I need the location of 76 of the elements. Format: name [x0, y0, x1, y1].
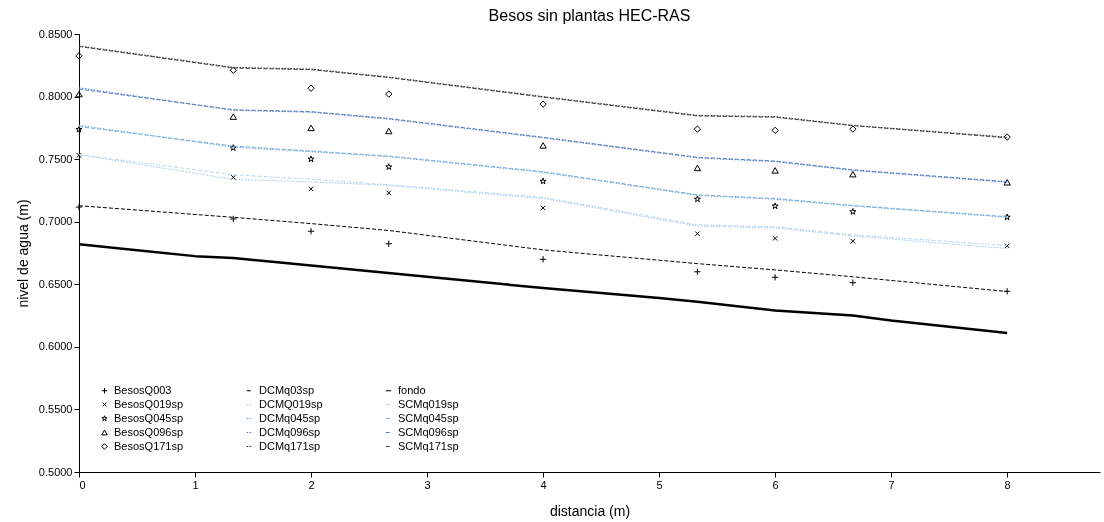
legend-label: DCMQ019sp: [259, 397, 323, 410]
point: [1003, 133, 1011, 141]
point: [75, 52, 83, 60]
point: [75, 90, 83, 98]
x-tick-label: 1: [192, 478, 199, 491]
point: [76, 152, 82, 159]
point: [75, 125, 83, 133]
legend-label: DCMq045sp: [259, 411, 321, 424]
x-tick-label: 4: [540, 478, 547, 491]
point: [693, 195, 701, 203]
legend-label: DCMq03sp: [259, 383, 315, 396]
legend-label: SCMq019sp: [398, 397, 459, 410]
y-tick-label: 0.8000: [38, 90, 73, 103]
x-tick-label: 2: [308, 478, 315, 491]
x-axis-title: distancia (m): [549, 502, 631, 519]
legend-label: SCMq045sp: [398, 411, 459, 424]
x-tick-label: 6: [772, 478, 779, 491]
point: [694, 231, 701, 237]
point: [539, 100, 547, 108]
point: [385, 163, 393, 170]
x-tick-label: 0: [79, 478, 86, 491]
point: [229, 66, 237, 74]
point: [849, 125, 857, 133]
legend-label: SCMq096sp: [398, 425, 459, 438]
legend-label: DCMq171sp: [259, 439, 321, 452]
y-tick-label: 0.5000: [38, 465, 73, 478]
point: [693, 125, 702, 133]
point: [771, 202, 779, 210]
legend-label: BesosQ171sp: [114, 439, 184, 452]
y-tick-label: 0.8500: [38, 27, 73, 40]
point: [539, 177, 547, 185]
legend-label: SCMq171sp: [398, 439, 459, 452]
point: [540, 205, 546, 211]
point: [849, 208, 857, 215]
y-tick-label: 0.7000: [38, 215, 73, 228]
x-tick-label: 3: [424, 478, 431, 491]
point: [229, 144, 237, 151]
point: [539, 142, 547, 149]
point: [385, 90, 393, 98]
legend-label: fondo: [398, 383, 426, 396]
point: [307, 155, 315, 163]
point: [1003, 179, 1011, 186]
point: [539, 255, 547, 263]
y-tick-label: 0.6000: [38, 340, 73, 353]
point: [693, 164, 702, 172]
point: [386, 190, 392, 196]
point: [229, 113, 237, 120]
point: [849, 279, 857, 287]
point: [75, 203, 83, 211]
point: [308, 186, 314, 192]
chart-title: Besos sin plantas HEC-RAS: [488, 7, 691, 24]
point: [771, 273, 779, 281]
y-axis-title: nivel de agua (m): [14, 199, 31, 308]
y-tick-label: 0.7500: [38, 152, 73, 165]
point: [307, 124, 315, 132]
point: [772, 235, 778, 242]
point: [307, 227, 315, 235]
legend-label: BesosQ003: [114, 383, 172, 396]
point: [771, 126, 779, 135]
y-tick-label: 0.6500: [38, 277, 73, 290]
point: [693, 268, 702, 276]
legend-label: BesosQ019sp: [114, 397, 184, 410]
point: [307, 84, 315, 92]
point: [385, 127, 393, 135]
point: [1003, 213, 1011, 221]
y-tick-label: 0.5500: [38, 402, 73, 415]
legend-label: BesosQ045sp: [114, 411, 184, 424]
point: [849, 170, 857, 178]
point: [771, 167, 779, 174]
x-tick-label: 5: [656, 478, 663, 491]
x-tick-label: 7: [888, 478, 895, 491]
x-tick-label: 8: [1004, 478, 1011, 491]
point: [850, 238, 856, 244]
legend-label: DCMq096sp: [259, 425, 321, 438]
point: [229, 215, 237, 223]
legend-label: BesosQ096sp: [114, 425, 184, 438]
